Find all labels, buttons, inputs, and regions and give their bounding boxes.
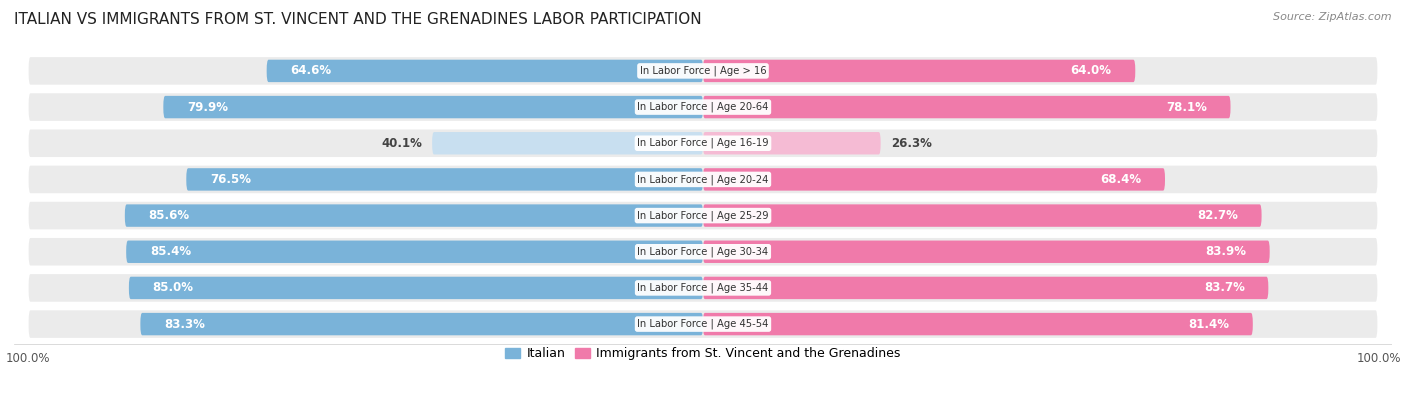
Text: In Labor Force | Age 25-29: In Labor Force | Age 25-29: [637, 210, 769, 221]
Text: ITALIAN VS IMMIGRANTS FROM ST. VINCENT AND THE GRENADINES LABOR PARTICIPATION: ITALIAN VS IMMIGRANTS FROM ST. VINCENT A…: [14, 12, 702, 27]
FancyBboxPatch shape: [125, 204, 703, 227]
FancyBboxPatch shape: [267, 60, 703, 82]
FancyBboxPatch shape: [28, 237, 1378, 267]
FancyBboxPatch shape: [28, 273, 1378, 303]
FancyBboxPatch shape: [28, 128, 1378, 158]
FancyBboxPatch shape: [703, 132, 880, 154]
FancyBboxPatch shape: [163, 96, 703, 118]
Text: 82.7%: 82.7%: [1197, 209, 1237, 222]
FancyBboxPatch shape: [703, 313, 1253, 335]
Text: 64.6%: 64.6%: [290, 64, 332, 77]
Text: In Labor Force | Age 30-34: In Labor Force | Age 30-34: [637, 246, 769, 257]
FancyBboxPatch shape: [28, 201, 1378, 230]
Text: 78.1%: 78.1%: [1166, 101, 1206, 114]
Text: 40.1%: 40.1%: [381, 137, 422, 150]
Text: 68.4%: 68.4%: [1101, 173, 1142, 186]
FancyBboxPatch shape: [703, 96, 1230, 118]
Text: In Labor Force | Age > 16: In Labor Force | Age > 16: [640, 66, 766, 76]
Text: 83.3%: 83.3%: [165, 318, 205, 331]
Text: 26.3%: 26.3%: [891, 137, 932, 150]
FancyBboxPatch shape: [129, 277, 703, 299]
Text: 81.4%: 81.4%: [1188, 318, 1229, 331]
FancyBboxPatch shape: [28, 309, 1378, 339]
Text: 85.4%: 85.4%: [150, 245, 191, 258]
FancyBboxPatch shape: [703, 241, 1270, 263]
FancyBboxPatch shape: [28, 165, 1378, 194]
FancyBboxPatch shape: [703, 204, 1261, 227]
FancyBboxPatch shape: [703, 60, 1135, 82]
FancyBboxPatch shape: [703, 168, 1166, 191]
FancyBboxPatch shape: [703, 277, 1268, 299]
Legend: Italian, Immigrants from St. Vincent and the Grenadines: Italian, Immigrants from St. Vincent and…: [501, 342, 905, 365]
Text: 83.9%: 83.9%: [1205, 245, 1246, 258]
Text: Source: ZipAtlas.com: Source: ZipAtlas.com: [1274, 12, 1392, 22]
FancyBboxPatch shape: [28, 56, 1378, 86]
FancyBboxPatch shape: [141, 313, 703, 335]
Text: 83.7%: 83.7%: [1204, 281, 1244, 294]
Text: In Labor Force | Age 20-64: In Labor Force | Age 20-64: [637, 102, 769, 112]
Text: In Labor Force | Age 45-54: In Labor Force | Age 45-54: [637, 319, 769, 329]
Text: 85.0%: 85.0%: [152, 281, 194, 294]
Text: In Labor Force | Age 16-19: In Labor Force | Age 16-19: [637, 138, 769, 149]
FancyBboxPatch shape: [28, 92, 1378, 122]
FancyBboxPatch shape: [432, 132, 703, 154]
Text: 85.6%: 85.6%: [149, 209, 190, 222]
FancyBboxPatch shape: [127, 241, 703, 263]
FancyBboxPatch shape: [186, 168, 703, 191]
Text: In Labor Force | Age 35-44: In Labor Force | Age 35-44: [637, 283, 769, 293]
Text: 64.0%: 64.0%: [1070, 64, 1112, 77]
Text: 79.9%: 79.9%: [187, 101, 228, 114]
Text: In Labor Force | Age 20-24: In Labor Force | Age 20-24: [637, 174, 769, 185]
Text: 76.5%: 76.5%: [209, 173, 250, 186]
